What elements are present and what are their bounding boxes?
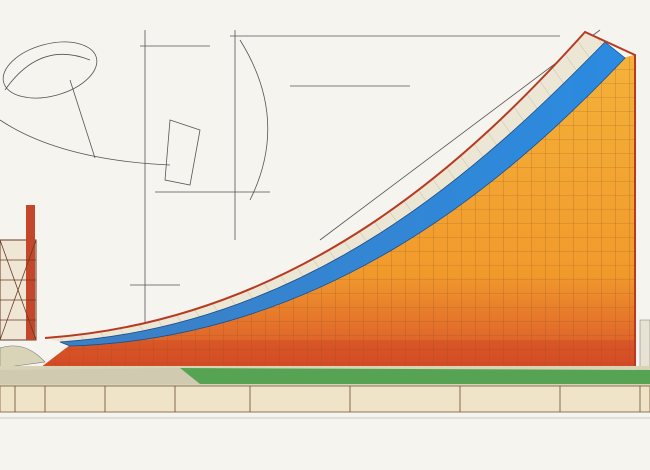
ramp-blue-band [59, 41, 626, 347]
mound [0, 345, 46, 369]
path-strip [0, 368, 200, 384]
tower [0, 205, 37, 341]
ruler-ticks [14, 386, 641, 412]
ramp-outline [44, 30, 636, 368]
ramp-shadow [40, 340, 635, 368]
right-post [639, 319, 650, 371]
ruler [0, 385, 650, 413]
grass [180, 368, 650, 384]
